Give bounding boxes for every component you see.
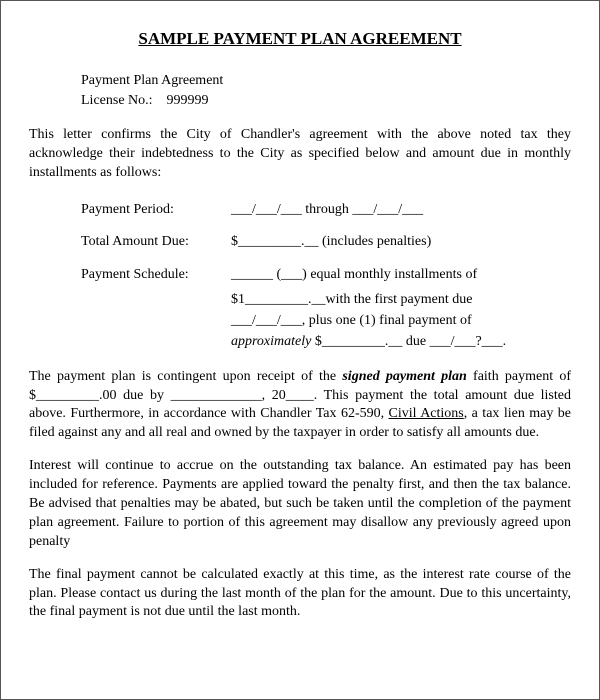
payment-period-value: ___/___/___ through ___/___/___ xyxy=(231,197,571,224)
total-due-value: $_________.__ (includes penalties) xyxy=(231,229,571,256)
schedule-row: Payment Schedule: ______ (___) equal mon… xyxy=(81,262,571,289)
para2-d: Civil Actions xyxy=(389,406,464,421)
fields-block: Payment Period: ___/___/___ through ___/… xyxy=(81,197,571,352)
intro-paragraph: This letter confirms the City of Chandle… xyxy=(29,126,571,183)
schedule-line2: $1_________.__with the first payment due… xyxy=(231,289,571,352)
interest-paragraph: Interest will continue to accrue on the … xyxy=(29,457,571,551)
schedule-label: Payment Schedule: xyxy=(81,262,231,289)
license-line: License No.: 999999 xyxy=(81,91,571,111)
contingency-paragraph: The payment plan is contingent upon rece… xyxy=(29,368,571,444)
schedule-line3b: $_________.__ due ___/___?___. xyxy=(311,334,506,349)
license-label: License No.: xyxy=(81,93,153,108)
para2-b: signed payment plan xyxy=(342,369,466,384)
schedule-line2b: ___/___/___, plus one (1) final payment … xyxy=(231,313,472,328)
document-title: SAMPLE PAYMENT PLAN AGREEMENT xyxy=(29,29,571,49)
schedule-line1: ______ (___) equal monthly installments … xyxy=(231,262,571,289)
schedule-line3a: approximately xyxy=(231,334,311,349)
header-block: Payment Plan Agreement License No.: 9999… xyxy=(81,71,571,110)
payment-period-row: Payment Period: ___/___/___ through ___/… xyxy=(81,197,571,224)
schedule-line2a: $1_________.__with the first payment due xyxy=(231,292,472,307)
document-page: SAMPLE PAYMENT PLAN AGREEMENT Payment Pl… xyxy=(1,1,599,640)
total-due-label: Total Amount Due: xyxy=(81,229,231,256)
license-value: 999999 xyxy=(167,93,209,108)
payment-period-label: Payment Period: xyxy=(81,197,231,224)
agreement-line: Payment Plan Agreement xyxy=(81,71,571,91)
para2-a: The payment plan is contingent upon rece… xyxy=(29,369,342,384)
total-due-row: Total Amount Due: $_________.__ (include… xyxy=(81,229,571,256)
final-payment-paragraph: The final payment cannot be calculated e… xyxy=(29,566,571,623)
